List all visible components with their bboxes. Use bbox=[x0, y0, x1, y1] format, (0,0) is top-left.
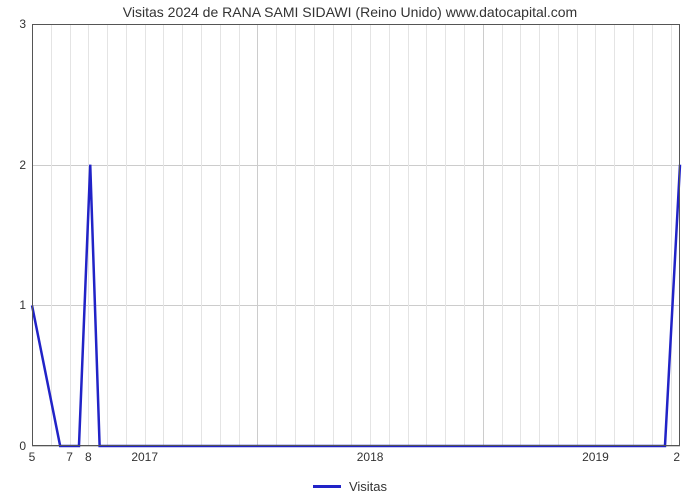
chart-container: Visitas 2024 de RANA SAMI SIDAWI (Reino … bbox=[0, 0, 700, 500]
vgrid-minor bbox=[70, 24, 71, 446]
vgrid-minor bbox=[163, 24, 164, 446]
x-tick-label: 8 bbox=[85, 450, 92, 464]
vgrid-minor bbox=[577, 24, 578, 446]
vgrid-minor bbox=[558, 24, 559, 446]
vgrid-minor bbox=[239, 24, 240, 446]
legend-swatch bbox=[313, 485, 341, 488]
x-tick-label: 5 bbox=[29, 450, 36, 464]
hgrid-line bbox=[32, 446, 680, 447]
vgrid-minor bbox=[370, 24, 371, 446]
chart-title: Visitas 2024 de RANA SAMI SIDAWI (Reino … bbox=[0, 4, 700, 20]
hgrid-line bbox=[32, 165, 680, 166]
x-year-label: 2018 bbox=[357, 450, 384, 464]
vgrid-minor bbox=[201, 24, 202, 446]
vgrid-minor bbox=[276, 24, 277, 446]
vgrid-minor bbox=[408, 24, 409, 446]
vgrid-minor bbox=[389, 24, 390, 446]
vgrid-minor bbox=[220, 24, 221, 446]
axis-border bbox=[32, 24, 680, 446]
vgrid-minor bbox=[671, 24, 672, 446]
vgrid-minor bbox=[614, 24, 615, 446]
vgrid-minor bbox=[88, 24, 89, 446]
hgrid-line bbox=[32, 305, 680, 306]
series-line bbox=[32, 24, 680, 446]
vgrid-minor bbox=[314, 24, 315, 446]
vgrid-minor bbox=[145, 24, 146, 446]
vgrid-minor bbox=[652, 24, 653, 446]
vgrid-minor bbox=[502, 24, 503, 446]
vgrid-major bbox=[32, 24, 33, 446]
legend-label: Visitas bbox=[349, 479, 387, 494]
vgrid-minor bbox=[633, 24, 634, 446]
vgrid-minor bbox=[595, 24, 596, 446]
y-tick-label: 2 bbox=[19, 158, 26, 172]
vgrid-minor bbox=[351, 24, 352, 446]
hgrid-line bbox=[32, 24, 680, 25]
y-tick-label: 1 bbox=[19, 298, 26, 312]
plot-area: 0123 5782017201820192 bbox=[32, 24, 680, 446]
vgrid-minor bbox=[539, 24, 540, 446]
x-year-label: 2019 bbox=[582, 450, 609, 464]
vgrid-minor bbox=[295, 24, 296, 446]
vgrid-minor bbox=[107, 24, 108, 446]
vgrid-minor bbox=[464, 24, 465, 446]
vgrid-minor bbox=[51, 24, 52, 446]
vgrid-minor bbox=[182, 24, 183, 446]
y-tick-label: 0 bbox=[19, 439, 26, 453]
x-year-label: 2017 bbox=[131, 450, 158, 464]
vgrid-major bbox=[483, 24, 484, 446]
vgrid-major bbox=[257, 24, 258, 446]
y-tick-label: 3 bbox=[19, 17, 26, 31]
vgrid-minor bbox=[333, 24, 334, 446]
x-tick-label: 7 bbox=[66, 450, 73, 464]
vgrid-minor bbox=[445, 24, 446, 446]
vgrid-minor bbox=[426, 24, 427, 446]
vgrid-minor bbox=[520, 24, 521, 446]
legend: Visitas bbox=[0, 478, 700, 494]
vgrid-minor bbox=[126, 24, 127, 446]
x-tick-right: 2 bbox=[673, 450, 680, 464]
